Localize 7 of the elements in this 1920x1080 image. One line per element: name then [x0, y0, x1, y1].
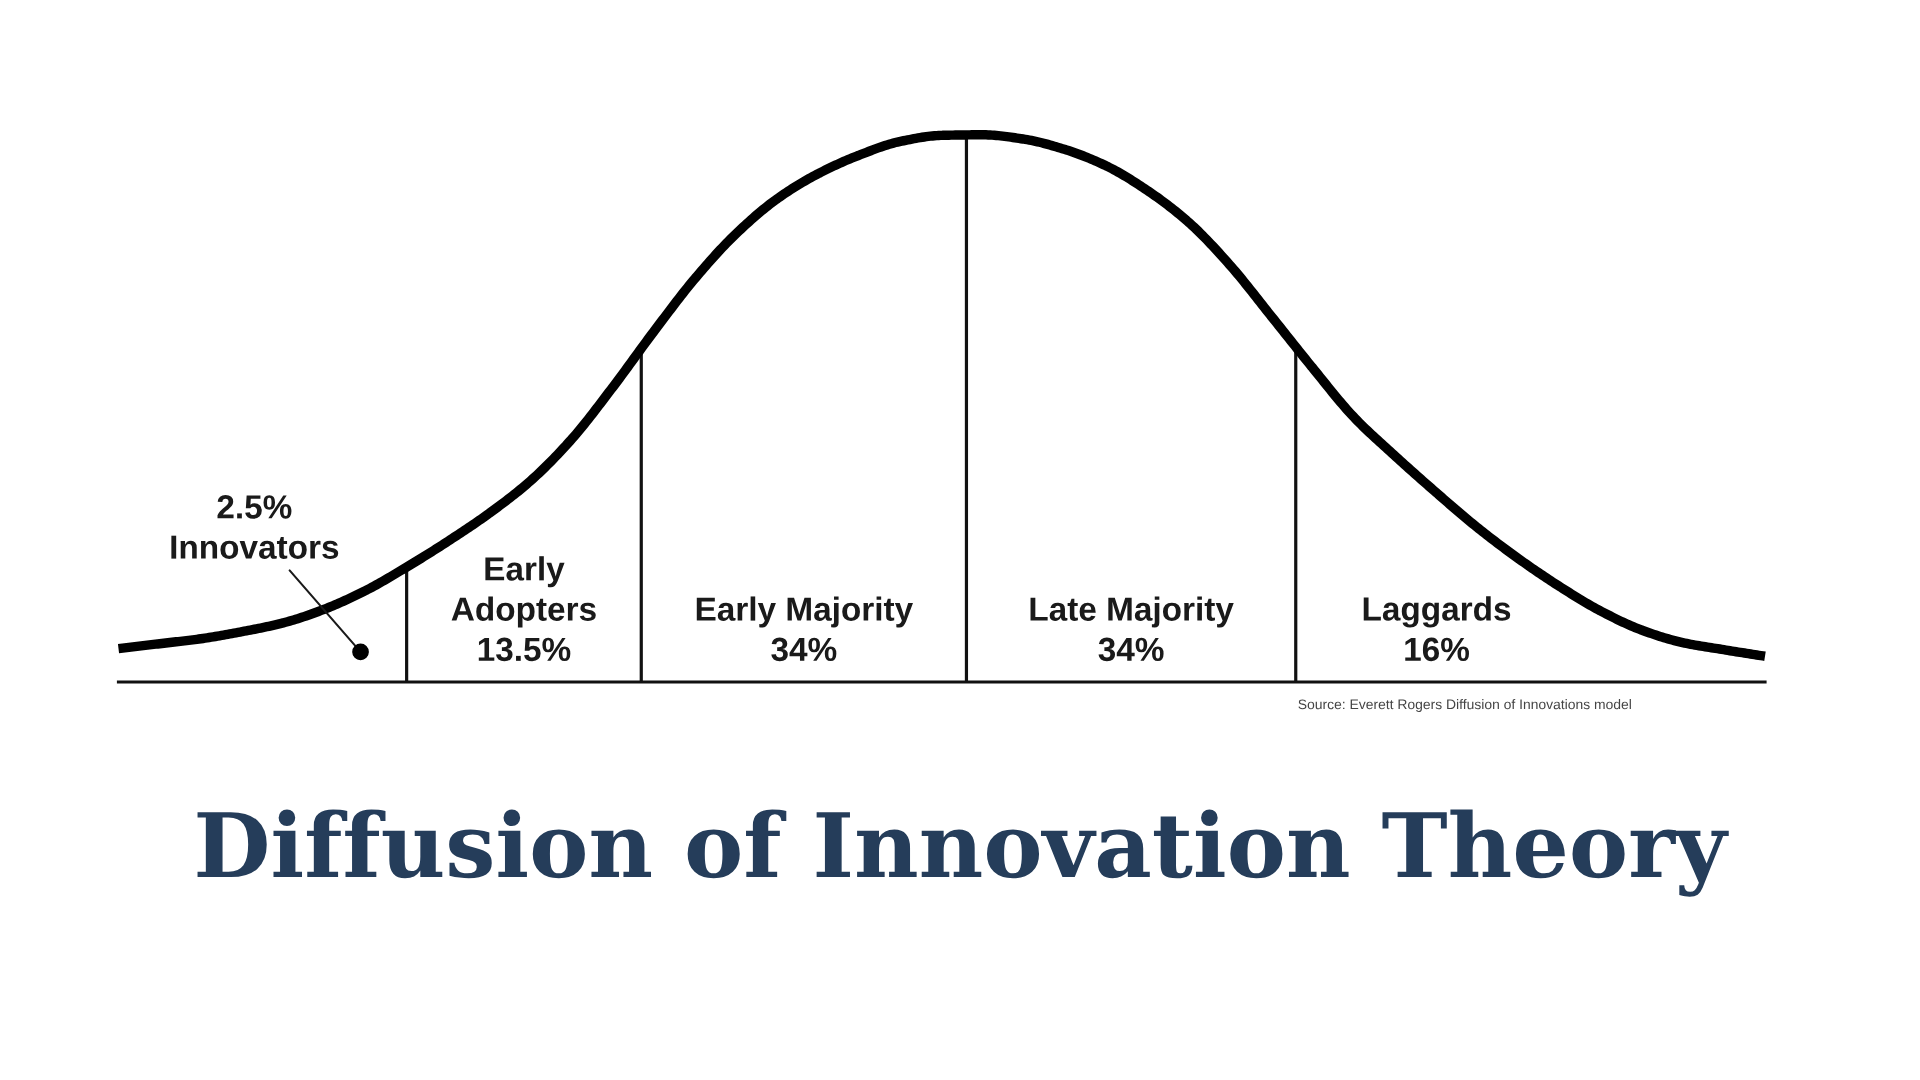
- annotation: 2.5% Innovators: [171, 495, 339, 559]
- annotation: Early Majority 34%: [696, 596, 913, 662]
- annotation: Late Majority 34%: [1030, 596, 1234, 662]
- source-note: Source: Everett Rogers Diffusion of Innovations model: [1298, 699, 1631, 712]
- annotation: Early Adopters 13.5%: [451, 556, 596, 662]
- text: Diffusion of Innovation Theory: [197, 809, 1729, 897]
- annotation: Laggards 16%: [1363, 596, 1511, 662]
